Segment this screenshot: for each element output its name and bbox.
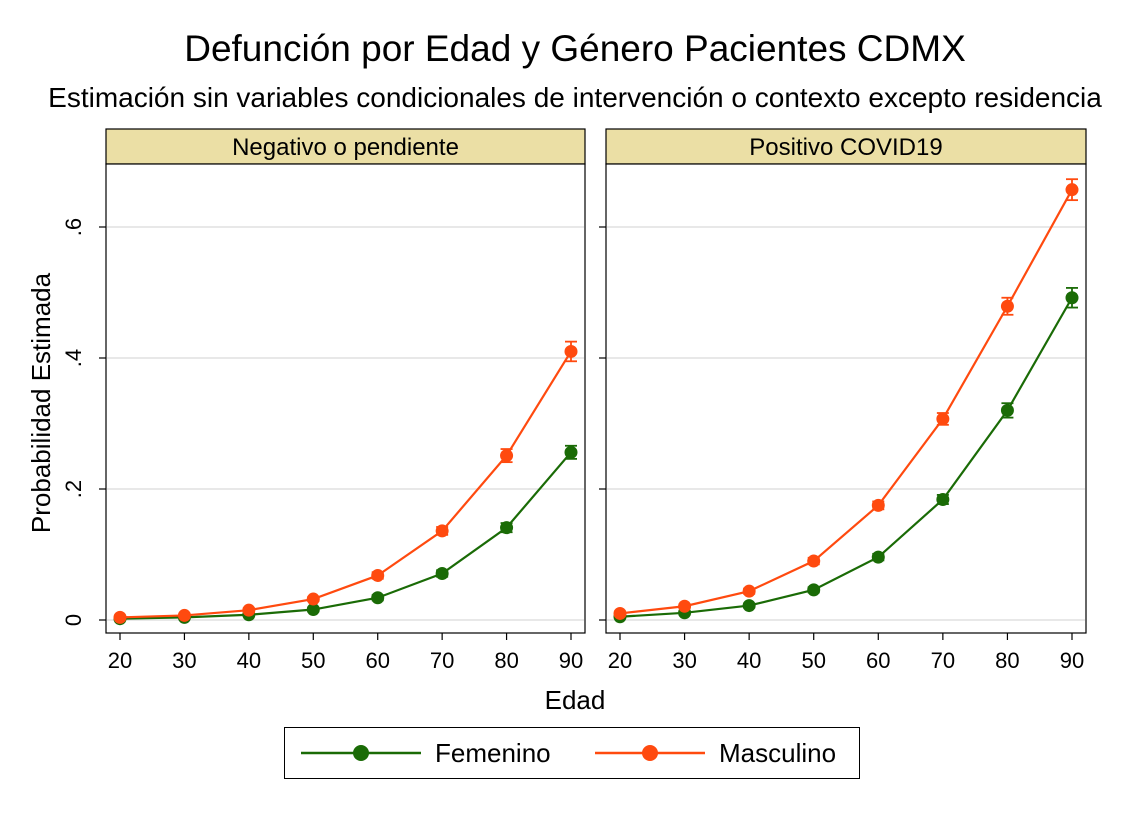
data-point	[613, 606, 627, 620]
data-point	[500, 521, 514, 535]
plot-region	[105, 163, 586, 634]
y-tick-label: 0	[61, 614, 86, 626]
data-point	[306, 603, 320, 617]
x-tick-label: 40	[737, 648, 761, 673]
data-point	[177, 608, 191, 622]
x-tick-label: 60	[365, 648, 389, 673]
plot-region	[605, 163, 1087, 634]
x-tick-label: 40	[237, 648, 261, 673]
panel-header	[605, 128, 1087, 165]
data-point	[1000, 299, 1014, 313]
x-tick-label: 20	[108, 648, 132, 673]
series-line	[119, 451, 572, 620]
panel-title: Positivo COVID19	[749, 134, 942, 161]
data-point	[500, 449, 514, 463]
data-point	[242, 603, 256, 617]
data-point	[1065, 183, 1079, 197]
x-tick-label: 50	[801, 648, 825, 673]
legend-item-masculino: Masculino	[595, 728, 836, 778]
data-point	[564, 344, 578, 358]
panel-2: Positivo COVID19 20 30 40 50 60 70 80 90	[599, 128, 1087, 673]
data-point	[807, 583, 821, 597]
series-line	[619, 189, 1073, 615]
data-point	[871, 498, 885, 512]
data-point	[564, 445, 578, 459]
data-point	[742, 599, 756, 613]
series-line	[119, 350, 572, 619]
series-masculino	[113, 340, 578, 624]
data-point	[371, 568, 385, 582]
x-tick-label: 90	[559, 648, 583, 673]
x-tick-label: 30	[172, 648, 196, 673]
x-tick-label: 60	[866, 648, 890, 673]
x-tick-label: 80	[494, 648, 518, 673]
data-point	[113, 610, 127, 624]
x-tick-label: 70	[430, 648, 454, 673]
chart-subtitle: Estimación sin variables condicionales d…	[48, 82, 1102, 113]
legend-label-masculino: Masculino	[719, 737, 837, 768]
y-axis-label: Probabilidad Estimada	[26, 272, 56, 533]
x-tick-label: 90	[1060, 648, 1084, 673]
series-line	[619, 297, 1073, 618]
data-point	[306, 592, 320, 606]
y-tick-label: .2	[61, 480, 86, 498]
legend: Femenino Masculino	[284, 727, 860, 779]
x-tick-label: 30	[672, 648, 696, 673]
data-point	[371, 591, 385, 605]
legend-label-femenino: Femenino	[435, 737, 551, 768]
x-tick-label: 50	[301, 648, 325, 673]
data-point	[678, 599, 692, 613]
series-masculino	[613, 178, 1079, 620]
data-point	[435, 524, 449, 538]
data-point	[936, 492, 950, 506]
y-tick-label: .6	[61, 218, 86, 236]
legend-swatch-masculino	[595, 745, 705, 761]
panel-title: Negativo o pendiente	[232, 134, 459, 161]
data-point	[936, 412, 950, 426]
data-point	[807, 554, 821, 568]
data-point	[435, 566, 449, 580]
x-tick-label: 70	[931, 648, 955, 673]
x-tick-label: 20	[608, 648, 632, 673]
panel-1: Negativo o pendiente 20 30 40 50 60 70 80 90 0 .2.…	[61, 128, 586, 673]
chart-title: Defunción por Edad y Género Pacientes CD…	[184, 28, 966, 69]
legend-swatch-femenino	[301, 745, 421, 761]
data-point	[742, 584, 756, 598]
data-point	[1000, 403, 1014, 417]
x-axis-label: Edad	[545, 685, 606, 715]
legend-item-femenino: Femenino	[301, 728, 551, 778]
x-tick-label: 80	[995, 648, 1019, 673]
y-tick-label: .4	[61, 349, 86, 367]
data-point	[871, 550, 885, 564]
data-point	[1065, 291, 1079, 305]
